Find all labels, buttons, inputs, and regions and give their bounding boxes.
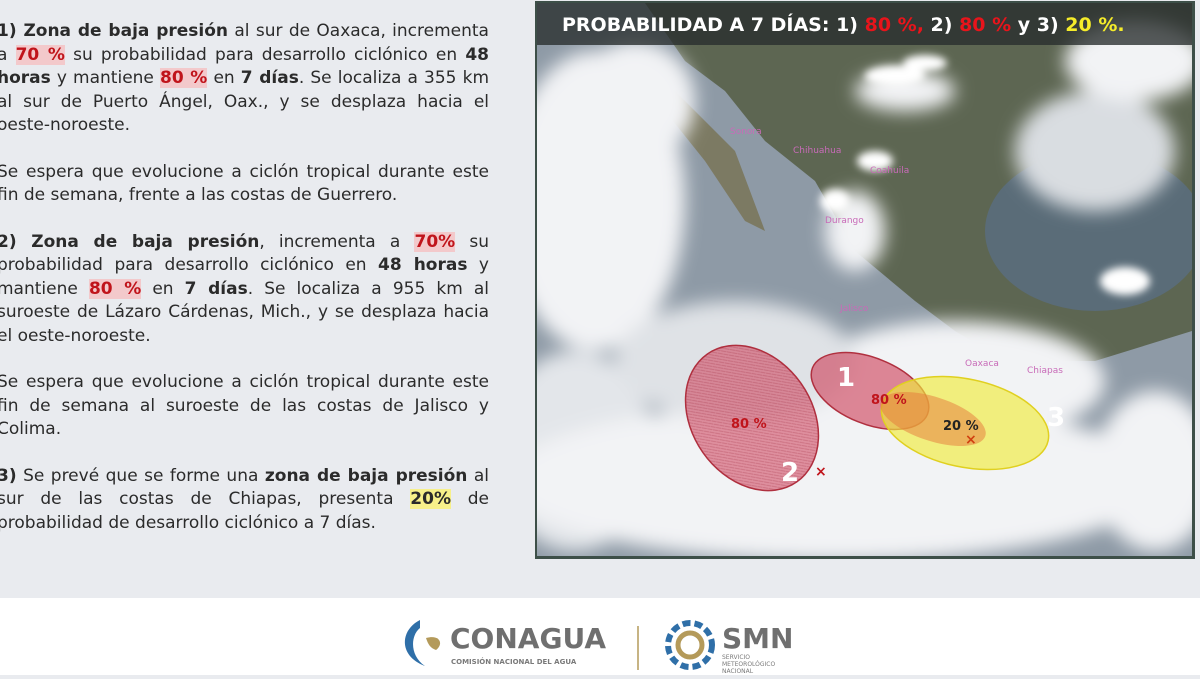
run: Se espera que evolucione a ciclón tropic… bbox=[0, 161, 489, 206]
satellite-map: Sonora Chihuahua Coahuila Durango Jalisc… bbox=[535, 1, 1195, 559]
run: 7 días bbox=[184, 278, 248, 299]
smn-name: SMN bbox=[722, 622, 793, 655]
logos: CONAGUA COMISIÓN NACIONAL DEL AGUA SMN S… bbox=[404, 620, 793, 675]
description: 1) Zona de baja presión al sur de Oaxaca… bbox=[0, 20, 489, 558]
cloud-cells bbox=[820, 55, 1150, 295]
footer: CONAGUA COMISIÓN NACIONAL DEL AGUA SMN S… bbox=[0, 598, 1200, 675]
zone-number: 1 bbox=[837, 363, 855, 393]
header-run: y 3) bbox=[1011, 14, 1065, 36]
run: 70% bbox=[414, 231, 456, 252]
center-mark: × bbox=[815, 464, 827, 480]
run: 70 % bbox=[15, 44, 65, 65]
run: 20% bbox=[410, 489, 451, 509]
run: . Se localiza a 355 km al sur de Puerto … bbox=[0, 68, 490, 135]
run: al sur de las costas de Chiapas, present… bbox=[0, 465, 490, 510]
run: en bbox=[141, 278, 185, 299]
run: , incrementa a bbox=[259, 231, 415, 252]
run: en bbox=[207, 68, 241, 88]
region-label: Chiapas bbox=[1027, 366, 1063, 376]
zone-probability: 80 % bbox=[871, 393, 907, 408]
region-label: Sonora bbox=[730, 127, 762, 137]
run: 80 % bbox=[88, 278, 142, 299]
paragraph: 2) Zona de baja presión, incrementa a 70… bbox=[0, 231, 489, 349]
header-run: PROBABILIDAD A 7 DÍAS: 1) bbox=[562, 13, 865, 36]
smn-subtitle-box: SERVICIO METEOROLÓGICO NACIONAL bbox=[722, 654, 776, 675]
run: zona de baja presión bbox=[264, 465, 468, 486]
zone-2-hatch bbox=[685, 345, 819, 491]
paragraph: 1) Zona de baja presión al sur de Oaxaca… bbox=[0, 20, 489, 138]
run: de probabilidad de desarrollo ciclónico … bbox=[0, 489, 489, 533]
conagua-icon bbox=[404, 620, 425, 666]
run: Se espera que evolucione a ciclón tropic… bbox=[0, 372, 489, 439]
zone-labels: 1 2 3 80 % 80 % 20 % bbox=[731, 363, 1065, 488]
run: . Se localiza a 955 km al suroeste de Lá… bbox=[0, 278, 489, 346]
header-run: 2) bbox=[924, 14, 959, 36]
run: Se prevé que se forme una bbox=[16, 465, 265, 486]
peninsula bbox=[665, 91, 765, 231]
paragraph: Se espera que evolucione a ciclón tropic… bbox=[0, 371, 489, 442]
run: 3) bbox=[0, 465, 17, 486]
run: 7 días bbox=[240, 68, 299, 88]
header-bar bbox=[537, 3, 1192, 45]
smn-icon bbox=[665, 620, 715, 670]
region-label: Durango bbox=[825, 216, 864, 226]
zone-number: 2 bbox=[781, 458, 799, 488]
zone-overlap bbox=[880, 392, 986, 446]
zone-probability: 80 % bbox=[731, 417, 767, 432]
conagua-icon bbox=[426, 637, 441, 650]
conagua-name: CONAGUA bbox=[450, 622, 606, 655]
paragraph: 3) Se prevé que se forme una zona de baj… bbox=[0, 465, 489, 536]
run: y mantiene bbox=[0, 255, 489, 299]
paragraph: Se espera que evolucione a ciclón tropic… bbox=[0, 161, 489, 208]
run: su probabilidad para desarrollo ciclónic… bbox=[0, 231, 489, 276]
header-run: 20 %. bbox=[1065, 14, 1124, 36]
zone-probability: 20 % bbox=[943, 419, 979, 434]
center-mark: × bbox=[965, 432, 977, 448]
region-labels: Sonora Chihuahua Coahuila Durango Jalisc… bbox=[730, 127, 1063, 376]
region-label: Coahuila bbox=[870, 166, 909, 176]
header-run: 80 % bbox=[959, 14, 1011, 36]
zone-number: 3 bbox=[1047, 403, 1065, 433]
run: y mantiene bbox=[50, 68, 160, 88]
region-label: Chihuahua bbox=[793, 146, 841, 156]
map-header: PROBABILIDAD A 7 DÍAS: 1) 80 %, 2) 80 % … bbox=[562, 13, 1125, 36]
run: 80 % bbox=[160, 68, 208, 88]
run: Zona de baja presión bbox=[31, 231, 260, 252]
run: Zona de baja presión bbox=[23, 21, 229, 41]
run: 48 horas bbox=[0, 44, 489, 89]
smn-icon bbox=[675, 630, 705, 660]
run: su probabilidad para desarrollo ciclónic… bbox=[64, 44, 466, 65]
run: 2) bbox=[0, 231, 32, 252]
run: al sur de Oaxaca, incrementa a bbox=[0, 21, 489, 65]
conagua-subtitle: COMISIÓN NACIONAL DEL AGUA bbox=[451, 657, 577, 666]
run: 1) bbox=[0, 21, 17, 41]
region-label: Jalisco bbox=[839, 304, 869, 314]
header-run: 80 %, bbox=[865, 14, 924, 36]
run: 48 horas bbox=[378, 255, 468, 275]
region-label: Oaxaca bbox=[965, 359, 999, 369]
smn-subtitle: SERVICIO METEOROLÓGICO NACIONAL bbox=[722, 654, 776, 675]
